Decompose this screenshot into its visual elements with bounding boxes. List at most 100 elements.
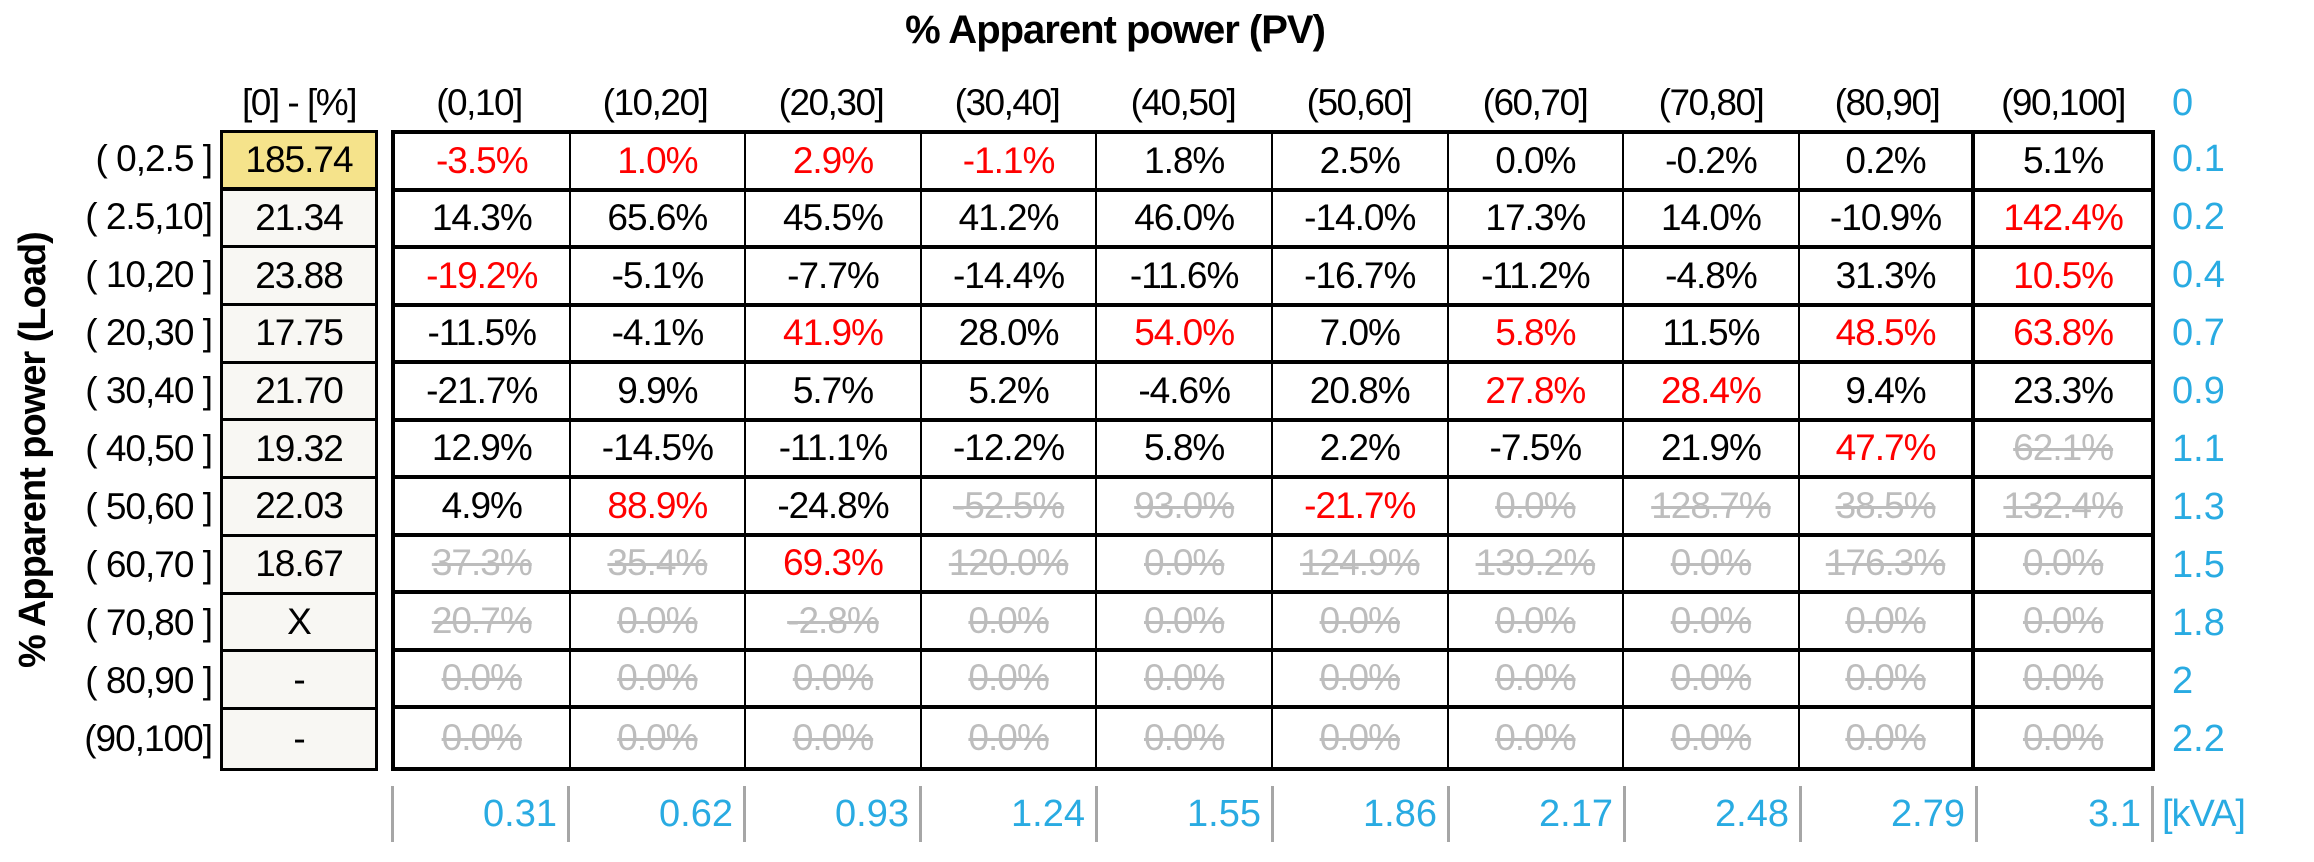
matrix-cell: -19.2% — [395, 249, 571, 307]
matrix-cell: 0.0% — [1624, 651, 1800, 709]
right-axis-value: 2.2 — [2172, 717, 2225, 760]
bottom-kva-axis: 0.31 0.62 0.93 1.24 1.55 1.86 2.17 2.48 2.79 3.1 — [391, 786, 2154, 842]
matrix-cell: 0.0% — [395, 709, 571, 767]
matrix-cell: 0.0% — [921, 651, 1098, 709]
matrix-cell: 0.0% — [1448, 479, 1625, 537]
matrix-cell: 20.8% — [1272, 364, 1449, 422]
right-axis-value: 1.1 — [2172, 427, 2225, 470]
matrix-cell: 65.6% — [570, 191, 747, 249]
matrix-cell: 0.0% — [570, 651, 747, 709]
base-value-column: 185.74 21.34 23.88 17.75 21.70 19.32 22.03 18.6… — [220, 130, 378, 771]
matrix-cell: 0.0% — [1800, 709, 1976, 767]
matrix-cell: 20.7% — [395, 594, 571, 652]
bottom-axis-tick: 2.48 — [1626, 786, 1802, 842]
matrix-cell: 62.1% — [1975, 422, 2151, 479]
matrix-cell: 35.4% — [570, 536, 747, 594]
matrix-cell: 5.8% — [1097, 421, 1273, 479]
matrix-cell: 5.2% — [921, 364, 1098, 422]
right-axis-value: 0.2 — [2172, 195, 2225, 238]
matrix-cell: 14.0% — [1624, 191, 1800, 249]
right-kva-axis: 0.1 0.2 0.4 0.7 0.9 1.1 1.3 1.5 1.8 2 2.2 — [2172, 130, 2312, 768]
matrix-cell: 47.7% — [1799, 421, 1976, 479]
matrix-cell: 48.5% — [1799, 306, 1976, 364]
base-value-cell: - — [293, 717, 305, 759]
matrix-cell: 5.8% — [1448, 306, 1625, 364]
matrix-cell: 2.9% — [746, 134, 922, 192]
matrix-cell: 0.0% — [1448, 594, 1625, 652]
matrix-cell: 9.9% — [570, 364, 747, 422]
right-axis-value: 2 — [2172, 659, 2194, 702]
matrix-cell: 0.0% — [1624, 709, 1800, 767]
pv-bin-column-header: (70,80] — [1658, 82, 1765, 123]
matrix-cell: 41.9% — [746, 306, 922, 364]
matrix-cell: 5.7% — [746, 364, 922, 422]
matrix-cell: 1.0% — [570, 134, 747, 192]
matrix-cell: 0.0% — [571, 709, 747, 767]
matrix-cell: 0.0% — [1624, 536, 1800, 594]
matrix-cell: 28.0% — [921, 306, 1098, 364]
matrix-cell: 0.0% — [1975, 537, 2151, 594]
matrix-cell: 0.0% — [1272, 651, 1449, 709]
matrix-cell: 1.8% — [1097, 134, 1273, 192]
matrix-cell: 0.0% — [746, 651, 922, 709]
matrix-cell: 4.9% — [395, 479, 571, 537]
base-value-cell: - — [223, 652, 375, 710]
load-bin-row-label: ( 2.5,10] — [85, 196, 213, 237]
load-bin-row-label: ( 30,40 ] — [85, 370, 213, 411]
matrix-cell: -4.6% — [1097, 364, 1273, 422]
base-value-cell: 18.67 — [223, 537, 375, 595]
pv-bin-column-header: (60,70] — [1482, 82, 1589, 123]
kva-unit-label: [kVA] — [2162, 792, 2246, 835]
matrix-cell: 132.4% — [1975, 479, 2151, 537]
right-axis-value: 1.5 — [2172, 543, 2225, 586]
matrix-cell: 0.0% — [1975, 594, 2151, 652]
matrix-cell: -14.0% — [1272, 191, 1449, 249]
right-axis-value: 1.8 — [2172, 601, 2225, 644]
bottom-axis-tick: 2.79 — [1802, 786, 1978, 842]
matrix-cell: 38.5% — [1799, 479, 1976, 537]
matrix-cell: -16.7% — [1272, 249, 1449, 307]
matrix-cell: -11.6% — [1097, 249, 1273, 307]
matrix-cell: 17.3% — [1448, 191, 1625, 249]
base-value-cell: 22.03 — [223, 479, 375, 537]
load-bin-row-label: ( 0,2.5 ] — [95, 138, 213, 179]
matrix-cell: -7.7% — [746, 249, 922, 307]
matrix-cell: 21.9% — [1624, 421, 1800, 479]
matrix-cell: -7.5% — [1448, 421, 1625, 479]
percentage-matrix: -3.5% 1.0% 2.9% -1.1% 1.8% 2.5% 0.0% -0.2% 0.2% 5… — [391, 130, 2155, 771]
matrix-cell: 142.4% — [1975, 192, 2151, 249]
matrix-cell: 124.9% — [1272, 536, 1449, 594]
matrix-cell: 2.5% — [1272, 134, 1449, 192]
matrix-cell: 88.9% — [570, 479, 747, 537]
matrix-cell: 37.3% — [395, 536, 571, 594]
right-axis-value: 0.9 — [2172, 369, 2225, 412]
pv-bin-header-row: (0,10] (10,20] (20,30] (30,40] (40,50] (50,60… — [391, 80, 2151, 126]
base-value-cell: 23.88 — [223, 248, 375, 307]
matrix-cell: -11.2% — [1448, 249, 1625, 307]
pv-bin-column-header: (50,60] — [1306, 82, 1413, 123]
matrix-cell: 0.0% — [1097, 709, 1273, 767]
matrix-cell: 0.0% — [2022, 716, 2104, 758]
matrix-cell: 176.3% — [1799, 536, 1976, 594]
matrix-cell: 28.4% — [1624, 364, 1800, 422]
pv-bin-column-header: (90,100] — [2001, 82, 2126, 123]
matrix-cell: -2.8% — [746, 594, 922, 652]
matrix-cell: 0.0% — [921, 594, 1098, 652]
matrix-cell: -1.1% — [921, 134, 1098, 192]
matrix-cell: 7.0% — [1272, 306, 1449, 364]
matrix-cell: 93.0% — [1097, 479, 1273, 537]
matrix-cell: 0.0% — [1448, 651, 1625, 709]
matrix-cell: 0.2% — [1799, 134, 1976, 192]
matrix-cell: 0.0% — [1799, 594, 1976, 652]
matrix-cell: 0.0% — [1097, 651, 1273, 709]
right-axis-value: 0.4 — [2172, 253, 2225, 296]
matrix-cell: 41.2% — [921, 191, 1098, 249]
pv-bin-column-header: (20,30] — [778, 82, 885, 123]
matrix-cell: -4.1% — [570, 306, 747, 364]
pv-bin-column-header: (0,10] — [436, 82, 523, 123]
matrix-cell: 69.3% — [746, 536, 922, 594]
matrix-cell: -12.2% — [921, 421, 1098, 479]
bottom-axis-tick: 1.24 — [922, 786, 1098, 842]
matrix-cell: 27.8% — [1448, 364, 1625, 422]
